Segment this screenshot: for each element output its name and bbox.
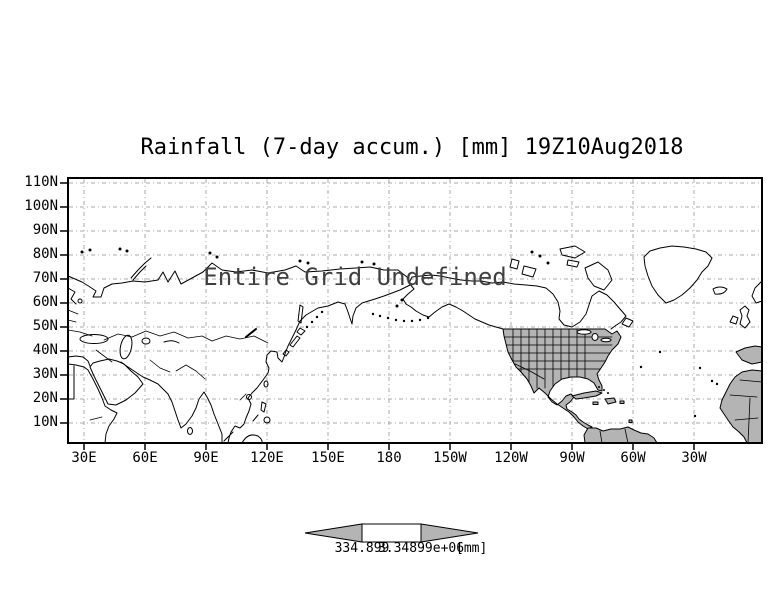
jamaica-shaded (592, 401, 599, 405)
great-britain (739, 305, 751, 329)
x-axis-tick-label: 120W (494, 450, 528, 466)
colorbar (304, 523, 479, 543)
palawan (252, 414, 259, 422)
iceland (712, 286, 728, 295)
state-borders (503, 329, 613, 389)
trinidad-shaded (628, 419, 633, 423)
x-axis-tick-label: 180 (376, 450, 402, 466)
grid-undefined-message: Entire Grid Undefined (203, 263, 507, 291)
y-axis-tick-label: 40N (32, 342, 58, 358)
coastlines (67, 245, 763, 444)
banks-island (509, 258, 520, 270)
africa-east-coastline (67, 363, 118, 444)
canada-arctic-coastline (408, 274, 627, 330)
y-axis-tick-label: 80N (32, 246, 58, 262)
newfoundland (621, 317, 634, 328)
colorbar-units-label: [mm] (456, 541, 488, 556)
ireland (729, 315, 739, 325)
iberia-shaded (735, 345, 763, 365)
levant-coastline (67, 355, 91, 367)
egypt-borders (67, 365, 75, 400)
arctic-island-specks (80, 247, 376, 266)
greenland (643, 245, 713, 304)
colorbar-max-label: 3.34899e+06 (377, 541, 465, 556)
hainan (246, 394, 252, 400)
lake-baikal (245, 328, 257, 338)
india-west-coast (120, 361, 223, 444)
alaska-coastline (402, 288, 504, 330)
eurasia-coastline (67, 262, 411, 444)
sumatra (223, 431, 234, 442)
victoria-island (521, 265, 537, 278)
lake-ladoga (77, 298, 83, 304)
asia-country-borders (67, 309, 269, 421)
kyushu (282, 349, 290, 357)
luzon (260, 401, 267, 413)
cuba-shaded (571, 390, 603, 400)
south-america-borders (599, 428, 629, 444)
x-axis-tick-label: 150W (433, 450, 467, 466)
taiwan (263, 380, 269, 388)
aral-sea (141, 337, 151, 345)
caspian-sea (119, 334, 133, 360)
y-axis-tick-label: 30N (32, 366, 58, 382)
honshu (289, 335, 301, 348)
south-america-shaded (583, 426, 658, 444)
colorbar-mid-swatch (361, 523, 422, 543)
atlantic-island-specks (639, 350, 719, 418)
puerto-rico-shaded (619, 400, 625, 404)
lake-erie-ontario (600, 337, 612, 343)
devon-island (566, 259, 580, 268)
baltic-coast (67, 287, 77, 305)
y-axis-tick-label: 60N (32, 294, 58, 310)
usa-mexico-shaded (502, 328, 622, 430)
novaya-zemlya (130, 257, 152, 281)
plot-frame (67, 177, 763, 444)
aleutian-islands (371, 298, 430, 323)
x-axis-tick-label: 60E (132, 450, 158, 466)
baffin-island (584, 261, 613, 291)
plot-title: Rainfall (7-day accum.) [mm] 19Z10Aug201… (140, 135, 684, 160)
y-axis-tick-label: 90N (32, 222, 58, 238)
colorbar-min-label: 334.899 (334, 541, 390, 556)
sakhalin (297, 304, 304, 324)
canadian-arctic-specks (530, 250, 550, 265)
lake-balkhash (163, 340, 180, 344)
hokkaido (296, 327, 306, 336)
y-axis-tick-label: 100N (24, 198, 58, 214)
y-axis-tick-label: 50N (32, 318, 58, 334)
norway-coast (751, 280, 763, 304)
y-axis-tick-label: 20N (32, 390, 58, 406)
x-axis-tick-label: 150E (311, 450, 345, 466)
lake-michigan-huron (591, 333, 599, 341)
ellesmere-island (559, 245, 586, 259)
x-axis-tick-label: 120E (250, 450, 284, 466)
bahamas-specks (598, 386, 609, 394)
x-axis-tick-label: 60W (620, 450, 646, 466)
west-africa-shaded (719, 369, 763, 444)
sri-lanka (187, 427, 193, 435)
y-axis-tick-label: 10N (32, 414, 58, 430)
x-axis-tick-label: 90W (559, 450, 585, 466)
lake-superior (576, 329, 592, 335)
black-sea (79, 334, 109, 344)
hispaniola-shaded (604, 397, 617, 405)
x-axis-tick-label: 90E (193, 450, 219, 466)
colorbar-left-arrow (304, 523, 363, 543)
africa-borders (729, 379, 763, 444)
arabia-coastline (89, 358, 144, 406)
x-axis-tick-label: 30W (681, 450, 707, 466)
y-axis-tick-label: 70N (32, 270, 58, 286)
y-axis-tick-label: 110N (24, 174, 58, 190)
mindanao (263, 416, 271, 424)
axis-tick-marks (60, 182, 695, 450)
kuril-islands (305, 310, 324, 329)
x-axis-tick-label: 30E (71, 450, 97, 466)
borneo (241, 434, 263, 444)
colorbar-right-arrow (420, 523, 479, 543)
